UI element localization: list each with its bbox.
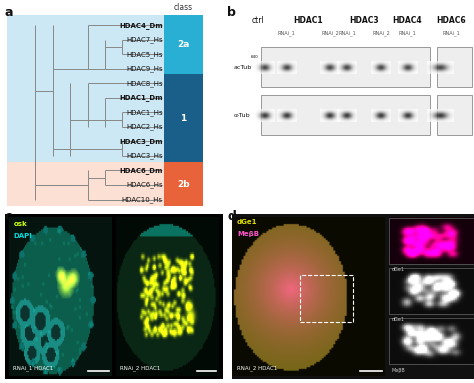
Text: d: d [228, 210, 237, 223]
Text: HDAC4_Dm: HDAC4_Dm [119, 21, 163, 29]
Text: RNAi_2 HDAC1: RNAi_2 HDAC1 [120, 365, 161, 371]
Text: HDAC7_Hs: HDAC7_Hs [126, 36, 163, 43]
Text: osk: osk [13, 221, 27, 227]
Bar [164, 15, 203, 74]
Text: RNAi_2: RNAi_2 [321, 31, 339, 36]
Text: HDAC10_Hs: HDAC10_Hs [122, 196, 163, 203]
Bar [261, 95, 430, 135]
Bar [7, 15, 164, 162]
Text: RNAi_2 HDAC1: RNAi_2 HDAC1 [237, 365, 277, 371]
Bar [389, 218, 474, 264]
Text: c: c [5, 210, 12, 223]
Text: RNAi_1: RNAi_1 [442, 31, 460, 36]
Text: HDAC5_Hs: HDAC5_Hs [126, 51, 163, 57]
Text: HDAC3_Dm: HDAC3_Dm [119, 138, 163, 145]
Text: dGe1: dGe1 [392, 318, 405, 322]
Bar [164, 162, 203, 206]
Text: 2b: 2b [177, 180, 190, 189]
Bar [437, 95, 472, 135]
Bar [389, 268, 474, 314]
Text: a: a [5, 6, 13, 19]
Text: dGe1: dGe1 [237, 219, 257, 226]
Text: RNAi_1: RNAi_1 [278, 31, 295, 36]
Text: 2a: 2a [177, 40, 190, 49]
Text: HDAC8_Hs: HDAC8_Hs [126, 80, 163, 87]
Text: b: b [228, 6, 237, 19]
Text: K40: K40 [250, 56, 258, 59]
Text: ctrl: ctrl [251, 16, 264, 25]
Text: acTub: acTub [234, 65, 252, 70]
Bar [164, 74, 203, 162]
Text: class: class [174, 3, 193, 12]
Bar [261, 47, 430, 87]
Text: HDAC1: HDAC1 [293, 16, 323, 25]
Text: RNAi_2: RNAi_2 [372, 31, 390, 36]
Text: HDAC6: HDAC6 [436, 16, 466, 25]
Text: HDAC6_Dm: HDAC6_Dm [119, 167, 163, 174]
Text: dGe1: dGe1 [392, 267, 405, 272]
Text: HDAC3: HDAC3 [349, 16, 379, 25]
Bar [389, 318, 474, 364]
Text: HDAC9_Hs: HDAC9_Hs [126, 65, 163, 72]
Text: RNAi_1 HDAC1: RNAi_1 HDAC1 [13, 365, 54, 371]
Text: RNAi_1: RNAi_1 [338, 31, 356, 36]
Text: HDAC6_Hs: HDAC6_Hs [126, 182, 163, 188]
Text: HDAC4: HDAC4 [392, 16, 422, 25]
Text: HDAC2_Hs: HDAC2_Hs [126, 123, 163, 130]
Text: α-Tub: α-Tub [234, 113, 250, 118]
Bar [7, 162, 164, 206]
Text: DAPI: DAPI [13, 232, 32, 239]
Text: 1: 1 [181, 114, 187, 123]
Bar [437, 47, 472, 87]
Text: RNAi_1: RNAi_1 [399, 31, 416, 36]
Text: MeβB: MeβB [392, 368, 406, 373]
Text: MeβB: MeβB [237, 231, 259, 237]
Text: HDAC3_Hs: HDAC3_Hs [126, 152, 163, 159]
Text: HDAC1_Dm: HDAC1_Dm [119, 94, 163, 101]
Bar [300, 275, 353, 322]
Text: HDAC1_Hs: HDAC1_Hs [126, 109, 163, 116]
